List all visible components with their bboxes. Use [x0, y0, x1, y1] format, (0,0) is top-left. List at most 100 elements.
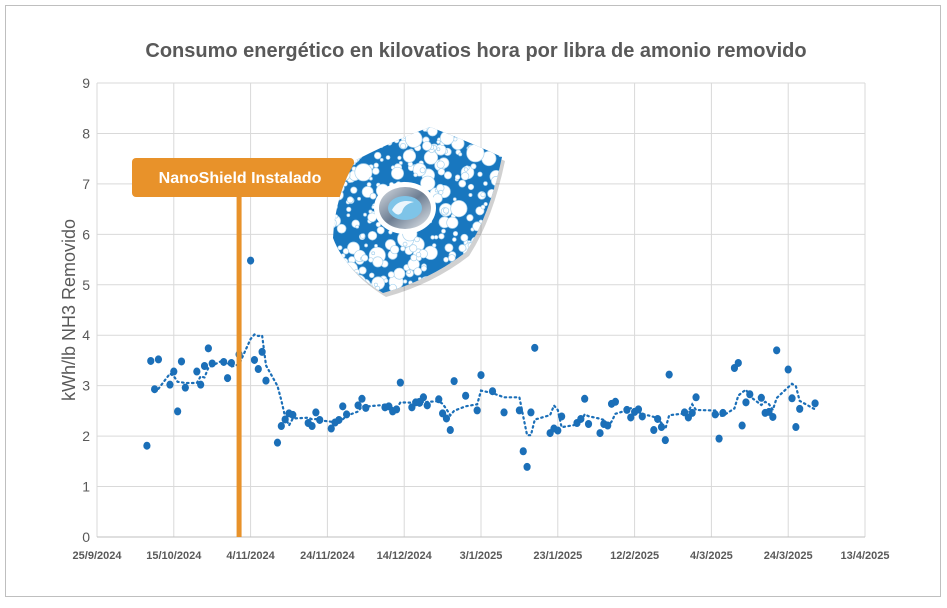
bubble: [387, 271, 395, 279]
bubble: [444, 243, 454, 253]
data-point: [151, 385, 159, 394]
bubble: [467, 183, 475, 191]
data-point: [312, 408, 320, 417]
bubble: [393, 267, 406, 280]
x-tick-label: 25/9/2024: [73, 550, 123, 562]
bubble: [402, 241, 408, 247]
trendline: [157, 333, 817, 437]
bubble: [366, 182, 372, 187]
bubble: [443, 171, 452, 180]
bubble: [454, 174, 461, 180]
data-point: [181, 383, 189, 392]
data-point: [757, 393, 765, 402]
bubble: [369, 192, 377, 200]
bubble: [371, 251, 376, 256]
data-point: [488, 387, 497, 396]
data-point: [446, 426, 454, 435]
bubble: [458, 152, 463, 157]
bubble: [480, 192, 486, 198]
data-point: [227, 358, 235, 367]
data-point: [650, 426, 658, 435]
bubble: [402, 149, 417, 163]
bubble: [337, 245, 343, 251]
bubble: [436, 160, 445, 169]
bubble: [443, 207, 450, 214]
data-point: [531, 343, 539, 352]
chart-title: Consumo energético en kilovatios hora po…: [145, 40, 806, 62]
data-point: [335, 415, 343, 424]
data-point: [250, 355, 259, 364]
bubble: [346, 206, 352, 212]
bubble: [436, 139, 441, 144]
data-point: [339, 402, 347, 411]
x-tick-label: 23/1/2025: [533, 550, 582, 562]
data-point: [688, 408, 696, 417]
bubble: [437, 168, 446, 176]
bubble: [390, 245, 400, 255]
data-point: [634, 405, 643, 414]
bubble: [359, 233, 366, 239]
data-point: [170, 367, 178, 376]
data-point: [811, 399, 819, 408]
data-point: [627, 413, 635, 422]
bubble: [373, 282, 378, 287]
bubble: [368, 209, 373, 214]
x-tick-label: 13/4/2025: [841, 550, 890, 562]
data-point: [581, 394, 589, 403]
bubble: [446, 216, 459, 229]
bubble: [400, 246, 406, 252]
data-point: [784, 365, 792, 374]
data-point: [247, 256, 255, 265]
data-point: [477, 371, 485, 380]
data-point: [773, 346, 781, 355]
data-point: [657, 423, 666, 432]
data-point: [223, 374, 232, 383]
bubble: [374, 243, 378, 248]
data-point: [435, 395, 443, 404]
y-tick-label: 2: [82, 428, 90, 444]
bubble: [403, 279, 408, 284]
bubble: [372, 167, 380, 175]
data-point: [738, 421, 746, 430]
data-point: [392, 405, 401, 414]
bubble: [460, 233, 469, 242]
bubble: [450, 200, 468, 218]
bubble: [452, 231, 459, 237]
bubble: [368, 176, 373, 181]
bubble: [342, 248, 350, 255]
data-point: [327, 424, 335, 433]
data-point: [788, 394, 796, 403]
bubble: [422, 141, 432, 151]
data-point: [554, 426, 562, 435]
bubble: [452, 197, 457, 202]
bubble: [483, 181, 488, 186]
data-point: [415, 398, 424, 407]
bubble: [376, 226, 385, 235]
y-tick-label: 0: [82, 529, 90, 545]
data-point: [611, 397, 620, 406]
bubble: [420, 265, 427, 272]
bubble: [468, 193, 473, 198]
data-point: [584, 420, 593, 429]
data-point: [419, 393, 427, 402]
bubble: [346, 213, 351, 218]
bubble: [361, 254, 369, 262]
data-points: [143, 256, 819, 471]
y-tick-label: 5: [82, 277, 90, 293]
bubble: [409, 244, 418, 253]
y-tick-label: 7: [82, 176, 90, 192]
bubble: [415, 252, 422, 258]
data-point: [204, 344, 212, 353]
data-point: [596, 429, 604, 438]
data-point: [792, 423, 800, 432]
data-point: [692, 393, 700, 402]
data-point: [604, 421, 612, 430]
data-point: [523, 462, 531, 471]
data-point: [519, 447, 527, 456]
y-tick-labels: 0 1 2 3 4 5 6 7 8 9: [82, 75, 90, 545]
data-point: [143, 441, 151, 450]
bubble: [413, 267, 423, 276]
data-point: [343, 410, 351, 419]
bubble: [397, 155, 402, 160]
data-point: [147, 356, 155, 365]
